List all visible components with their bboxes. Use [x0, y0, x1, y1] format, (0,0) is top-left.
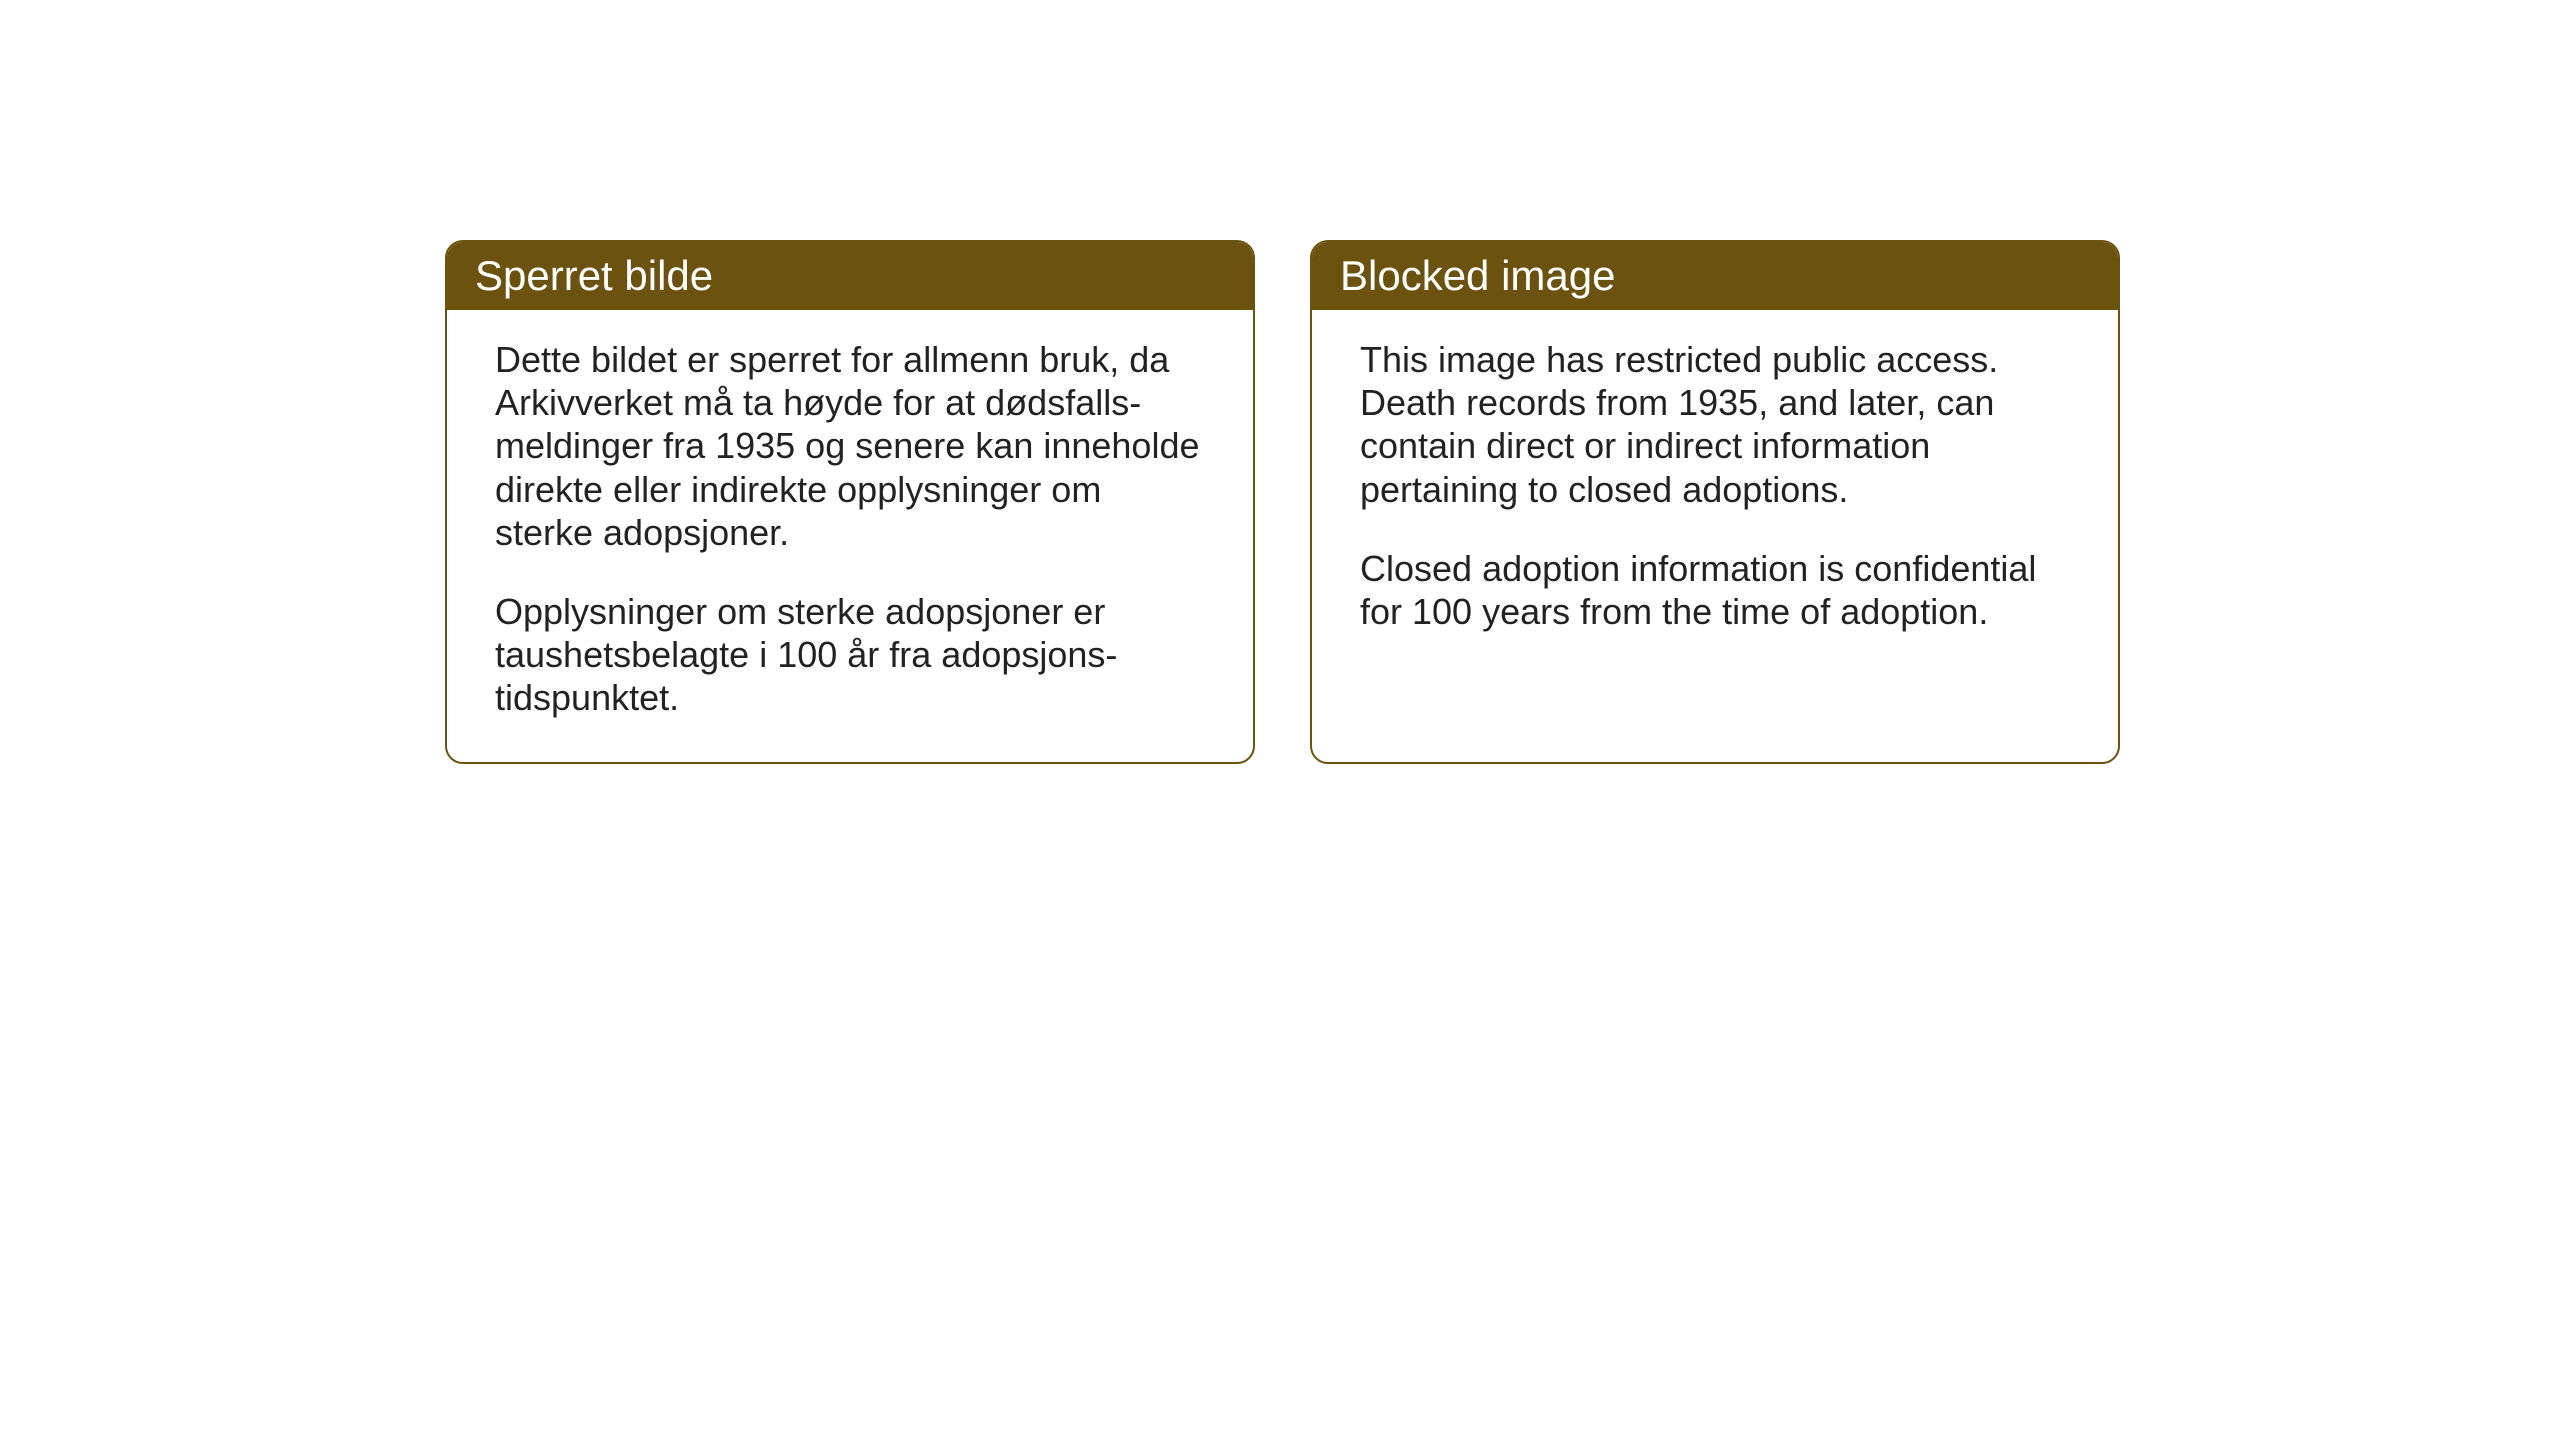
card-english: Blocked image This image has restricted … [1310, 240, 2120, 764]
card-paragraph-1-norwegian: Dette bildet er sperret for allmenn bruk… [495, 338, 1205, 554]
card-body-norwegian: Dette bildet er sperret for allmenn bruk… [447, 310, 1253, 762]
card-paragraph-2-norwegian: Opplysninger om sterke adopsjoner er tau… [495, 590, 1205, 720]
card-header-english: Blocked image [1312, 242, 2118, 310]
card-body-english: This image has restricted public access.… [1312, 310, 2118, 675]
card-paragraph-2-english: Closed adoption information is confident… [1360, 547, 2070, 633]
card-header-norwegian: Sperret bilde [447, 242, 1253, 310]
card-norwegian: Sperret bilde Dette bildet er sperret fo… [445, 240, 1255, 764]
card-paragraph-1-english: This image has restricted public access.… [1360, 338, 2070, 511]
cards-container: Sperret bilde Dette bildet er sperret fo… [445, 240, 2120, 764]
